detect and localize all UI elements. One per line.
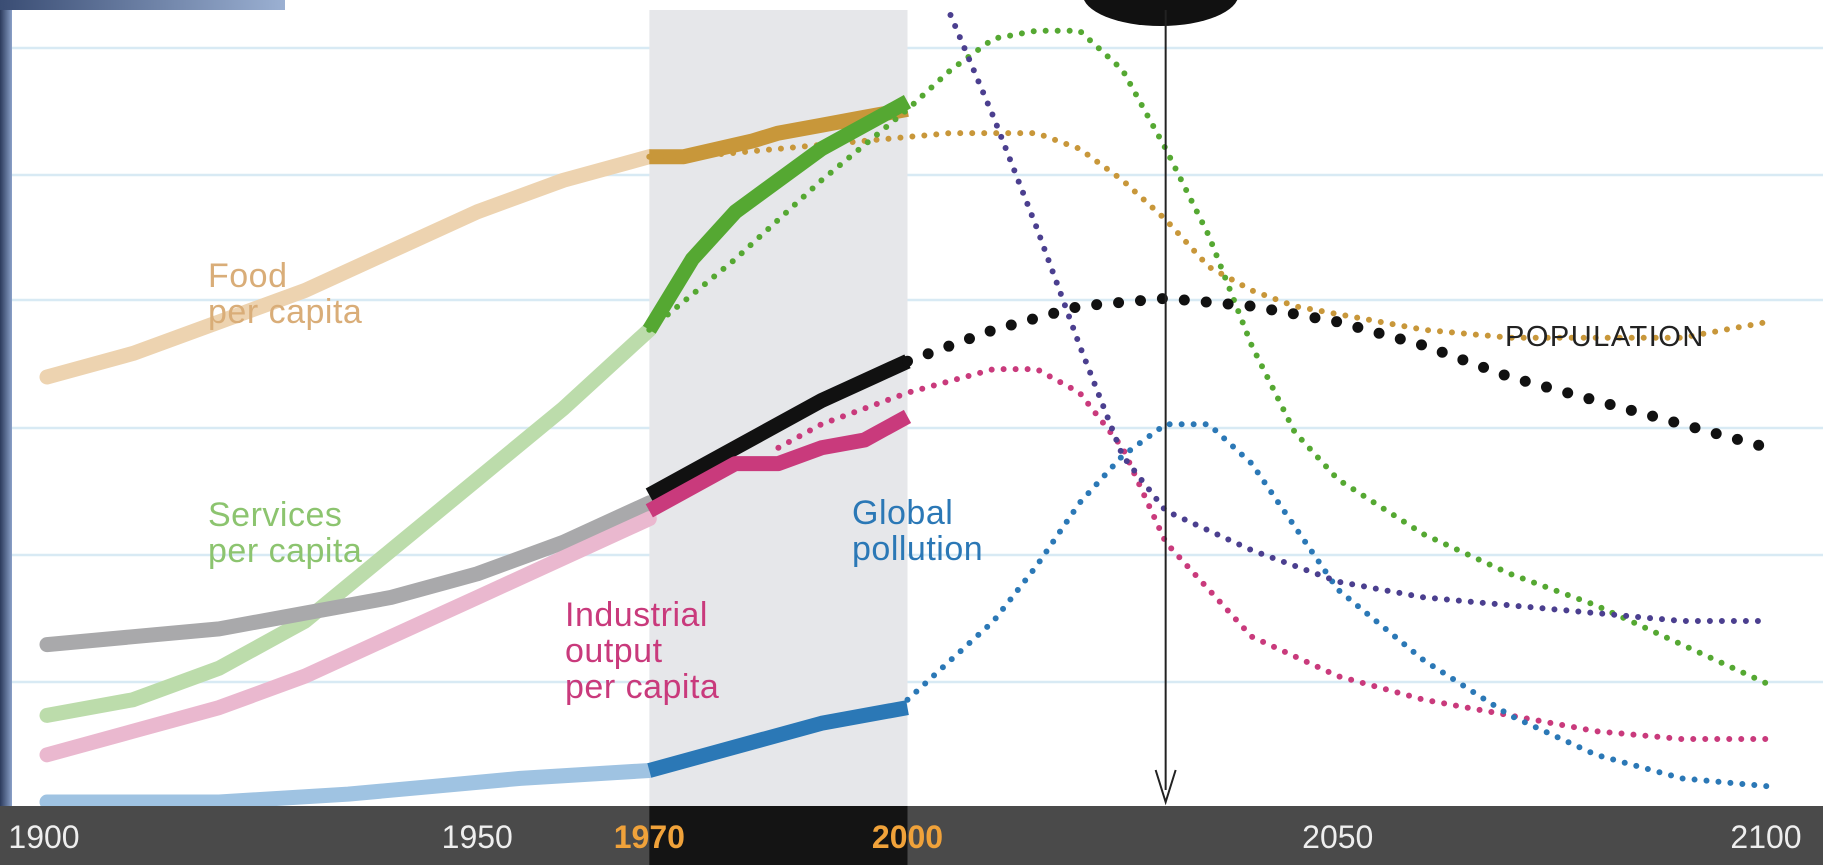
grid [12, 46, 1823, 684]
series-population [39, 292, 1774, 653]
axis-band [649, 806, 908, 865]
pollution-historical-line [39, 763, 657, 810]
series-label-food: Food per capita [208, 257, 363, 331]
series-food [39, 102, 1771, 385]
pollution-projection-line [904, 421, 1771, 790]
pollution-observed-line [647, 700, 909, 778]
series-lines [39, 12, 1774, 810]
services-historical-line [39, 322, 657, 723]
series-label-pollution: Global pollution [852, 494, 984, 568]
industrial-projection-line [775, 366, 1771, 742]
x-tick-label-2100: 2100 [1730, 819, 1801, 855]
series-resources [947, 12, 1771, 624]
window-frame-left [0, 0, 12, 865]
series-pollution [39, 421, 1771, 810]
axis-bar [0, 806, 1823, 865]
x-tick-label-1970: 1970 [614, 819, 685, 855]
resources-projection-line [947, 12, 1771, 624]
population-historical-line [39, 495, 657, 653]
x-tick-label-2050: 2050 [1302, 819, 1373, 855]
x-tick-label-1900: 1900 [8, 819, 79, 855]
food-observed-line [649, 102, 909, 165]
x-axis: 1900 1950 1970 2000 2050 2100 [0, 806, 1823, 865]
x-tick-label-2000: 2000 [872, 819, 943, 855]
population-projection-line [902, 292, 1774, 454]
series-industrial [39, 366, 1771, 763]
food-historical-line [39, 149, 657, 385]
series-label-industrial: Industrial output per capita [565, 596, 720, 706]
marker-disc [1084, 0, 1238, 26]
industrial-historical-line [39, 511, 657, 763]
services-observed-line [642, 95, 912, 334]
population-observed-line [645, 354, 911, 502]
marker-2030 [1084, 0, 1238, 806]
marker-arrowhead [1154, 769, 1177, 806]
x-tick-label-1950: 1950 [442, 819, 513, 855]
series-label-population: POPULATION [1505, 321, 1705, 353]
industrial-observed-line [645, 409, 912, 518]
series-label-services: Services per capita [208, 496, 363, 570]
window-frame-top [0, 0, 285, 10]
food-projection-line [646, 130, 1771, 341]
